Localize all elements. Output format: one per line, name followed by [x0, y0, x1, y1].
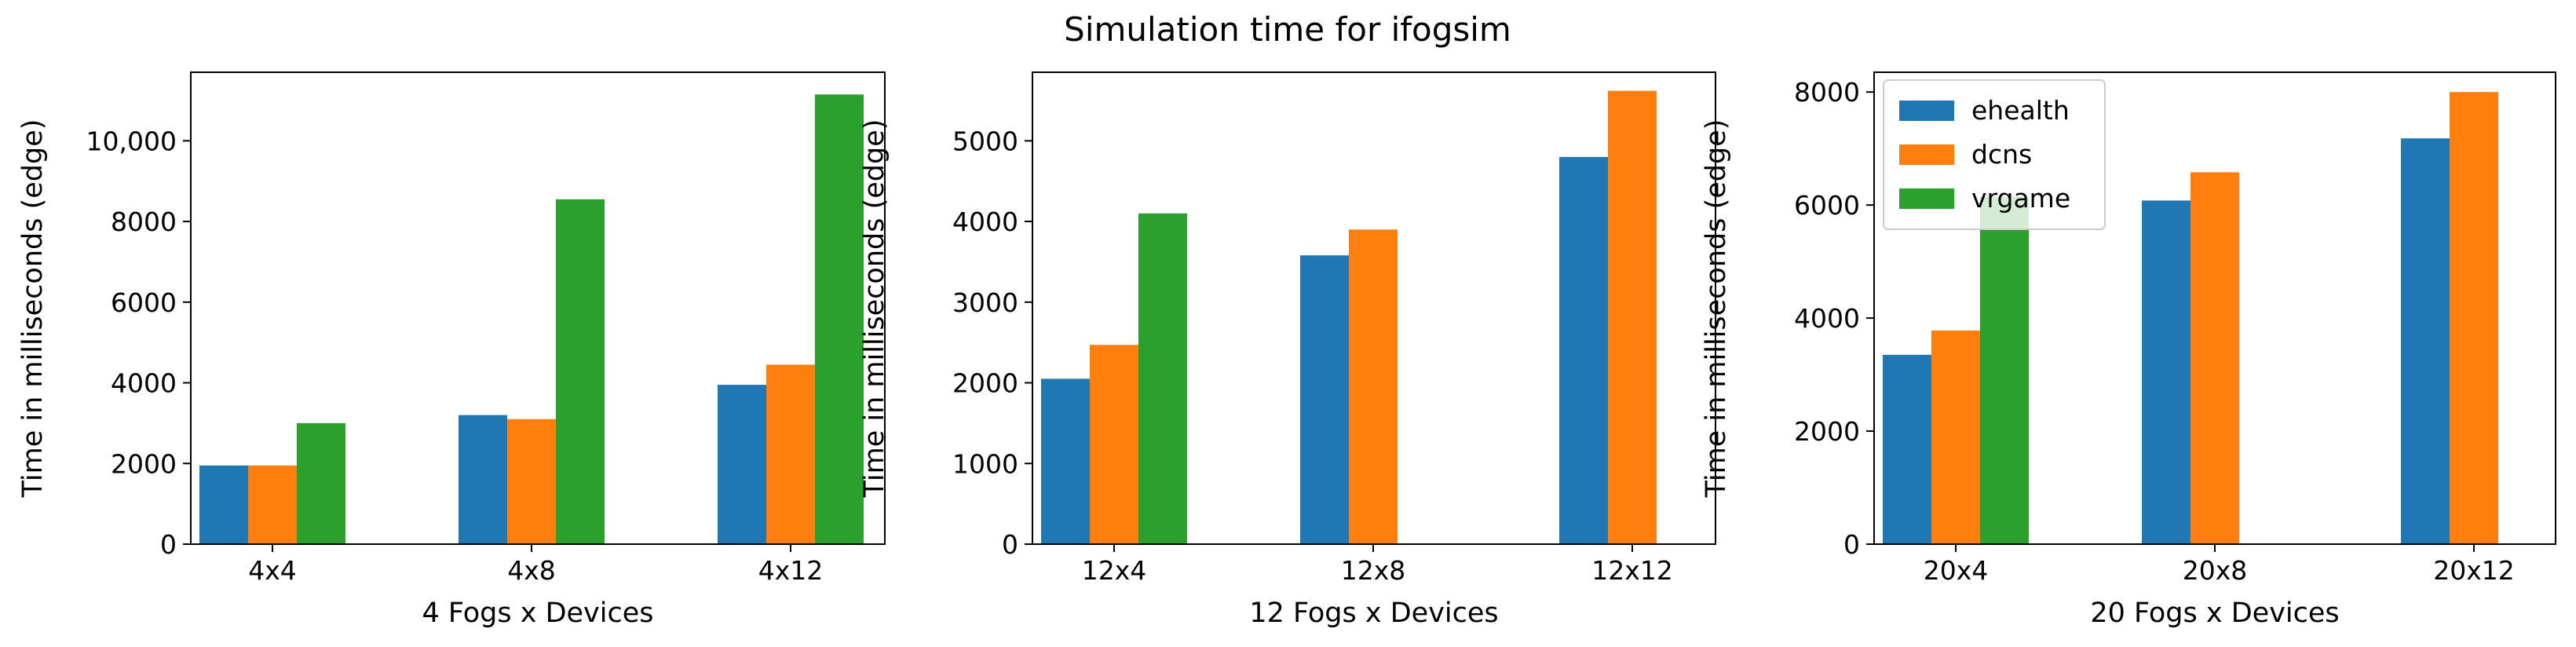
- y-tick-label: 2000: [952, 368, 1018, 399]
- y-axis-label: Time in milliseconds (edge): [859, 119, 890, 499]
- x-tick-label: 4x8: [507, 555, 556, 586]
- x-axis-label: 20 Fogs x Devices: [2090, 598, 2339, 629]
- bar-vrgame-4x4: [297, 422, 345, 544]
- bar-vrgame-12x4: [1138, 213, 1187, 544]
- bar-vrgame-4x12: [815, 94, 864, 544]
- x-tick-label: 12x12: [1591, 555, 1673, 586]
- y-tick-label: 10,000: [86, 126, 177, 156]
- y-tick-label: 1000: [952, 448, 1018, 479]
- x-tick-label: 4x4: [248, 555, 297, 586]
- y-tick-label: 8000: [111, 207, 177, 237]
- y-axis-label: Time in milliseconds (edge): [1701, 119, 1732, 499]
- legend-swatch-ehealth: [1899, 101, 1954, 121]
- bar-ehealth-12x8: [1300, 255, 1349, 544]
- y-axis-label: Time in milliseconds (edge): [17, 119, 49, 499]
- y-tick-label: 0: [1002, 529, 1018, 560]
- legend: ehealth dcns vrgame: [1883, 79, 2106, 230]
- bar-ehealth-20x12: [2401, 138, 2450, 544]
- bar-ehealth-20x4: [1883, 354, 1931, 544]
- y-tick-label: 0: [1843, 529, 1860, 560]
- bar-ehealth-12x12: [1559, 156, 1608, 544]
- x-tick-label: 20x4: [1924, 555, 1989, 586]
- x-tick-label: 4x12: [758, 555, 824, 586]
- y-tick-label: 8000: [1794, 77, 1860, 108]
- legend-label-ehealth: ehealth: [1971, 95, 2070, 126]
- bar-dcns-20x12: [2450, 92, 2498, 544]
- chart-panel-3: 20x4 20x8 20x12 0 2000 4000 6000 8000 20 Fogs x …: [1701, 71, 2556, 629]
- bar-ehealth-4x12: [718, 385, 766, 544]
- chart-panel-2: 12x4 12x8 12x12 0 1000 2000 3000 4000 5000 12 Fog…: [859, 71, 1716, 629]
- y-tick-label: 2000: [111, 448, 177, 479]
- figure-title: Simulation time for ifogsim: [1064, 10, 1511, 49]
- legend-label-dcns: dcns: [1971, 139, 2032, 170]
- x-tick-label: 12x8: [1341, 555, 1406, 586]
- x-axis-label: 12 Fogs x Devices: [1249, 598, 1498, 629]
- bar-ehealth-20x8: [2142, 200, 2191, 545]
- bar-dcns-20x8: [2191, 172, 2239, 545]
- plot-area-frame: [1873, 71, 2556, 545]
- legend-label-vrgame: vrgame: [1971, 183, 2070, 214]
- x-axis-label: 4 Fogs x Devices: [422, 598, 653, 629]
- x-tick-label: 20x12: [2433, 555, 2515, 586]
- plot-area-frame: [1032, 71, 1716, 545]
- x-tick-label: 20x8: [2183, 555, 2248, 586]
- bar-dcns-12x8: [1349, 229, 1398, 544]
- bar-dcns-4x4: [248, 465, 297, 544]
- bar-dcns-12x4: [1090, 345, 1138, 544]
- y-tick-label: 6000: [111, 287, 177, 318]
- plot-area-frame: [190, 71, 886, 545]
- y-tick-label: 4000: [111, 368, 177, 399]
- legend-swatch-dcns: [1899, 144, 1954, 165]
- y-tick-label: 4000: [952, 207, 1018, 237]
- x-tick-label: 12x4: [1082, 555, 1147, 586]
- y-tick-label: 0: [160, 529, 177, 560]
- y-tick-label: 4000: [1794, 303, 1860, 334]
- y-tick-label: 5000: [952, 126, 1018, 156]
- bar-ehealth-4x8: [459, 415, 507, 544]
- y-tick-label: 2000: [1794, 416, 1860, 447]
- bar-vrgame-20x4: [1980, 196, 2029, 545]
- bar-dcns-20x4: [1931, 330, 1980, 544]
- bar-dcns-4x12: [766, 364, 815, 544]
- bar-dcns-4x8: [507, 419, 556, 544]
- chart-panel-1: 4x4 4x8 4x12 0 2000 4000 6000 8000 10,000 4 Fogs …: [17, 71, 886, 629]
- y-tick-label: 3000: [952, 287, 1018, 318]
- bar-ehealth-12x4: [1041, 378, 1090, 544]
- bar-ehealth-4x4: [199, 465, 248, 544]
- legend-swatch-vrgame: [1899, 188, 1954, 209]
- bar-vrgame-4x8: [556, 199, 605, 545]
- bar-dcns-12x12: [1608, 90, 1657, 545]
- y-tick-label: 6000: [1794, 190, 1860, 221]
